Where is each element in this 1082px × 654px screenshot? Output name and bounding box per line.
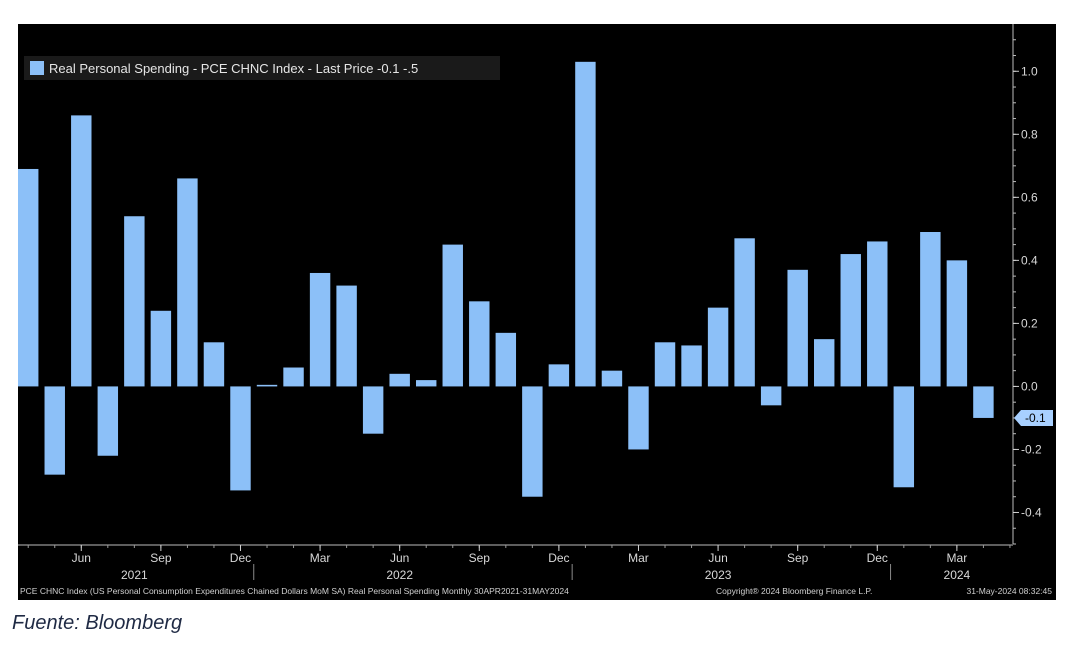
bar-sep-2021 <box>150 310 172 387</box>
bar-dec-2021 <box>230 386 251 491</box>
last-price-marker <box>1014 409 1053 426</box>
bar-feb-2022 <box>283 367 304 387</box>
x-tick-label: Jun <box>708 551 727 565</box>
x-tick-label: Sep <box>150 551 172 565</box>
bar-chart: -0.4 -0.2 0.0 0.2 0.4 0.6 0.8 1.0 -0.1 Jun Sep Dec M… <box>18 24 1053 596</box>
bar-mar-2023 <box>628 386 649 450</box>
bar-oct-2023 <box>814 339 835 387</box>
footer-timestamp: 31-May-2024 08:32:45 <box>966 586 1052 596</box>
bar-apr-2021 <box>18 168 39 387</box>
year-label: 2024 <box>944 568 971 582</box>
bar-dec-2022 <box>548 364 570 387</box>
bar-apr-2024 <box>973 386 994 418</box>
bar-apr-2022 <box>336 285 357 387</box>
bar-aug-2022 <box>442 244 463 387</box>
y-tick-label: 0.6 <box>1021 190 1038 204</box>
footer: PCE CHNC Index (US Personal Consumption … <box>20 586 1052 596</box>
year-label: 2022 <box>386 568 413 582</box>
bar-sep-2023 <box>787 269 808 387</box>
bar-feb-2024 <box>920 232 941 387</box>
bar-jan-2022 <box>256 384 278 387</box>
last-price-label: -0.1 <box>1025 411 1046 425</box>
bar-mar-2022 <box>309 272 331 387</box>
axis-layer: -0.4 -0.2 0.0 0.2 0.4 0.6 0.8 1.0 -0.1 Jun Sep Dec M… <box>18 24 1053 582</box>
bar-jul-2021 <box>97 386 119 456</box>
source-caption: Fuente: Bloomberg <box>12 612 183 634</box>
bar-oct-2021 <box>177 178 198 387</box>
year-label: 2023 <box>705 568 732 582</box>
bar-nov-2022 <box>522 386 543 497</box>
y-tick-label: 0.4 <box>1021 253 1038 267</box>
x-tick-label: Jun <box>72 551 91 565</box>
legend-label: Real Personal Spending - PCE CHNC Index … <box>49 61 418 76</box>
bar-may-2021 <box>44 386 65 475</box>
x-tick-label: Dec <box>867 551 888 565</box>
x-tick-label: Sep <box>787 551 809 565</box>
x-tick-label: Mar <box>310 551 331 565</box>
legend-swatch <box>30 61 44 75</box>
bar-mar-2024 <box>946 260 968 387</box>
bar-dec-2023 <box>867 241 888 387</box>
bar-aug-2023 <box>760 386 782 406</box>
bar-jun-2021 <box>71 115 92 387</box>
bar-may-2022 <box>362 386 384 434</box>
y-tick-label: 0.0 <box>1021 379 1038 393</box>
bar-nov-2023 <box>840 254 861 387</box>
bars-layer <box>18 61 994 497</box>
footer-copyright: Copyright® 2024 Bloomberg Finance L.P. <box>716 586 872 596</box>
bar-aug-2021 <box>124 216 145 387</box>
x-tick-label: Mar <box>947 551 968 565</box>
bar-nov-2021 <box>203 342 225 387</box>
bar-jun-2022 <box>389 373 410 387</box>
bar-jun-2023 <box>707 307 729 387</box>
bar-sep-2022 <box>469 301 490 387</box>
chart-panel: -0.4 -0.2 0.0 0.2 0.4 0.6 0.8 1.0 -0.1 Jun Sep Dec M… <box>18 24 1056 600</box>
legend: Real Personal Spending - PCE CHNC Index … <box>24 56 500 80</box>
bar-jan-2023 <box>575 61 596 387</box>
bar-apr-2023 <box>654 342 676 387</box>
x-tick-label: Dec <box>230 551 251 565</box>
bar-feb-2023 <box>601 370 623 387</box>
legend-box <box>24 56 500 80</box>
footer-description: PCE CHNC Index (US Personal Consumption … <box>20 586 569 596</box>
bar-may-2023 <box>681 345 702 387</box>
y-tick-label: 0.8 <box>1021 127 1038 141</box>
x-tick-label: Dec <box>548 551 569 565</box>
bar-jul-2023 <box>734 238 755 387</box>
y-tick-label: -0.2 <box>1021 442 1042 456</box>
x-tick-label: Mar <box>628 551 649 565</box>
x-tick-label: Sep <box>469 551 491 565</box>
bar-jan-2024 <box>893 386 915 488</box>
bar-oct-2022 <box>495 332 517 387</box>
y-tick-label: 1.0 <box>1021 64 1038 78</box>
y-tick-label: 0.2 <box>1021 316 1038 330</box>
year-label: 2021 <box>121 568 148 582</box>
bar-jul-2022 <box>416 380 437 387</box>
y-tick-label: -0.4 <box>1021 505 1042 519</box>
x-tick-label: Jun <box>390 551 409 565</box>
